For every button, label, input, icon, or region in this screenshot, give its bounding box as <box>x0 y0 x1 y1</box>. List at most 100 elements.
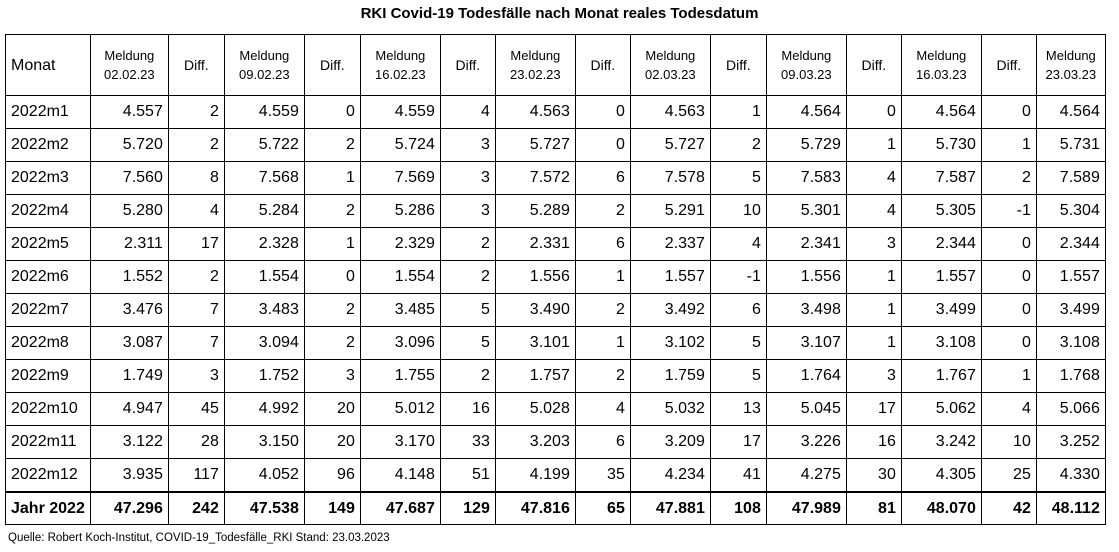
meldung-cell: 3.101 <box>494 326 576 360</box>
meldung-cell: 4.559 <box>223 95 305 129</box>
diff-cell: 0 <box>574 128 631 162</box>
meldung-cell: 5.722 <box>223 128 305 162</box>
meldung-cell: 4.148 <box>359 458 441 493</box>
diff-cell: 1 <box>980 128 1037 162</box>
meldung-cell: 1.768 <box>1035 359 1106 393</box>
meldung-cell: 4.559 <box>359 95 441 129</box>
diff-cell: 33 <box>439 425 496 459</box>
row-label: 2022m2 <box>5 128 91 162</box>
meldung-cell: 1.552 <box>89 260 169 294</box>
meldung-cell: 5.066 <box>1035 392 1106 426</box>
diff-cell: 4 <box>845 194 902 228</box>
meldung-cell: 5.730 <box>900 128 982 162</box>
meldung-cell: 5.305 <box>900 194 982 228</box>
diff-cell: 5 <box>439 293 496 327</box>
meldung-cell: 4.557 <box>89 95 169 129</box>
diff-cell: 7 <box>167 326 225 360</box>
meldung-cell: 5.724 <box>359 128 441 162</box>
meldung-cell: 4.330 <box>1035 458 1106 493</box>
diff-cell: 1 <box>303 227 361 261</box>
diff-cell: 3 <box>845 359 902 393</box>
table-row: 2022m6 1.552 2 1.554 0 1.554 2 1.556 1 1.557 -1 1.5… <box>5 260 1106 294</box>
diff-cell: 1 <box>709 95 767 129</box>
meldung-cell: 1.554 <box>359 260 441 294</box>
header-diff: Diff. <box>709 34 767 96</box>
meldung-cell: 1.755 <box>359 359 441 393</box>
table-row: 2022m9 1.749 3 1.752 3 1.755 2 1.757 2 1.759 5 1.76… <box>5 359 1106 393</box>
diff-cell: 2 <box>439 227 496 261</box>
diff-cell: 2 <box>439 260 496 294</box>
meldung-cell: 5.012 <box>359 392 441 426</box>
table-row: 2022m2 5.720 2 5.722 2 5.724 3 5.727 0 5.727 2 5.72… <box>5 128 1106 162</box>
meldung-cell: 4.199 <box>494 458 576 493</box>
meldung-cell: 3.150 <box>223 425 305 459</box>
table-row: 2022m8 3.087 7 3.094 2 3.096 5 3.101 1 3.102 5 3.10… <box>5 326 1106 360</box>
meldung-cell: 5.727 <box>494 128 576 162</box>
meldung-cell: 3.935 <box>89 458 169 493</box>
diff-cell: 7 <box>167 293 225 327</box>
diff-cell: 1 <box>845 326 902 360</box>
diff-cell: 242 <box>167 491 225 525</box>
diff-cell: 3 <box>439 161 496 195</box>
meldung-cell: 3.209 <box>629 425 711 459</box>
meldung-cell: 1.554 <box>223 260 305 294</box>
meldung-cell: 3.170 <box>359 425 441 459</box>
diff-cell: 16 <box>439 392 496 426</box>
diff-cell: 5 <box>709 359 767 393</box>
meldung-cell: 7.568 <box>223 161 305 195</box>
diff-cell: 17 <box>167 227 225 261</box>
meldung-cell: 4.275 <box>765 458 847 493</box>
meldung-cell: 4.564 <box>1035 95 1106 129</box>
meldung-cell: 4.564 <box>900 95 982 129</box>
meldung-cell: 4.992 <box>223 392 305 426</box>
meldung-cell: 48.070 <box>900 491 982 525</box>
meldung-cell: 3.087 <box>89 326 169 360</box>
diff-cell: -1 <box>980 194 1037 228</box>
meldung-cell: 47.296 <box>89 491 169 525</box>
diff-cell: 30 <box>845 458 902 493</box>
meldung-cell: 4.234 <box>629 458 711 493</box>
meldung-cell: 4.563 <box>629 95 711 129</box>
meldung-cell: 47.816 <box>494 491 576 525</box>
table-row: 2022m11 3.122 28 3.150 20 3.170 33 3.203 6 3.209 1… <box>5 425 1106 459</box>
header-meldung: Meldung 02.02.23 <box>89 34 169 96</box>
diff-cell: 35 <box>574 458 631 493</box>
deaths-table: Monat Meldung 02.02.23 Diff. Meldung 09.02… <box>5 34 1106 525</box>
diff-cell: 2 <box>980 161 1037 195</box>
diff-cell: 10 <box>980 425 1037 459</box>
diff-cell: 6 <box>574 227 631 261</box>
diff-cell: 0 <box>845 95 902 129</box>
meldung-cell: 5.727 <box>629 128 711 162</box>
meldung-cell: 1.757 <box>494 359 576 393</box>
diff-cell: 0 <box>980 260 1037 294</box>
meldung-cell: 47.687 <box>359 491 441 525</box>
diff-cell: 2 <box>574 293 631 327</box>
meldung-cell: 5.032 <box>629 392 711 426</box>
meldung-cell: 3.242 <box>900 425 982 459</box>
row-label: Jahr 2022 <box>5 491 91 525</box>
diff-cell: 2 <box>439 359 496 393</box>
diff-cell: 0 <box>980 293 1037 327</box>
meldung-cell: 3.490 <box>494 293 576 327</box>
diff-cell: 81 <box>845 491 902 525</box>
diff-cell: 0 <box>574 95 631 129</box>
diff-cell: 0 <box>303 95 361 129</box>
row-label: 2022m10 <box>5 392 91 426</box>
table-row: 2022m1 4.557 2 4.559 0 4.559 4 4.563 0 4.563 1 4.56… <box>5 95 1106 129</box>
meldung-cell: 5.291 <box>629 194 711 228</box>
header-meldung: Meldung 16.03.23 <box>900 34 982 96</box>
meldung-cell: 3.499 <box>1035 293 1106 327</box>
table-row: 2022m7 3.476 7 3.483 2 3.485 5 3.490 2 3.492 6 3.49… <box>5 293 1106 327</box>
meldung-cell: 2.337 <box>629 227 711 261</box>
meldung-cell: 5.286 <box>359 194 441 228</box>
source-note: Quelle: Robert Koch-Institut, COVID-19_T… <box>8 532 390 544</box>
diff-cell: 20 <box>303 425 361 459</box>
diff-cell: 3 <box>845 227 902 261</box>
meldung-cell: 3.094 <box>223 326 305 360</box>
diff-cell: 2 <box>303 326 361 360</box>
diff-cell: 117 <box>167 458 225 493</box>
diff-cell: 51 <box>439 458 496 493</box>
meldung-cell: 1.557 <box>629 260 711 294</box>
diff-cell: 28 <box>167 425 225 459</box>
row-label: 2022m9 <box>5 359 91 393</box>
